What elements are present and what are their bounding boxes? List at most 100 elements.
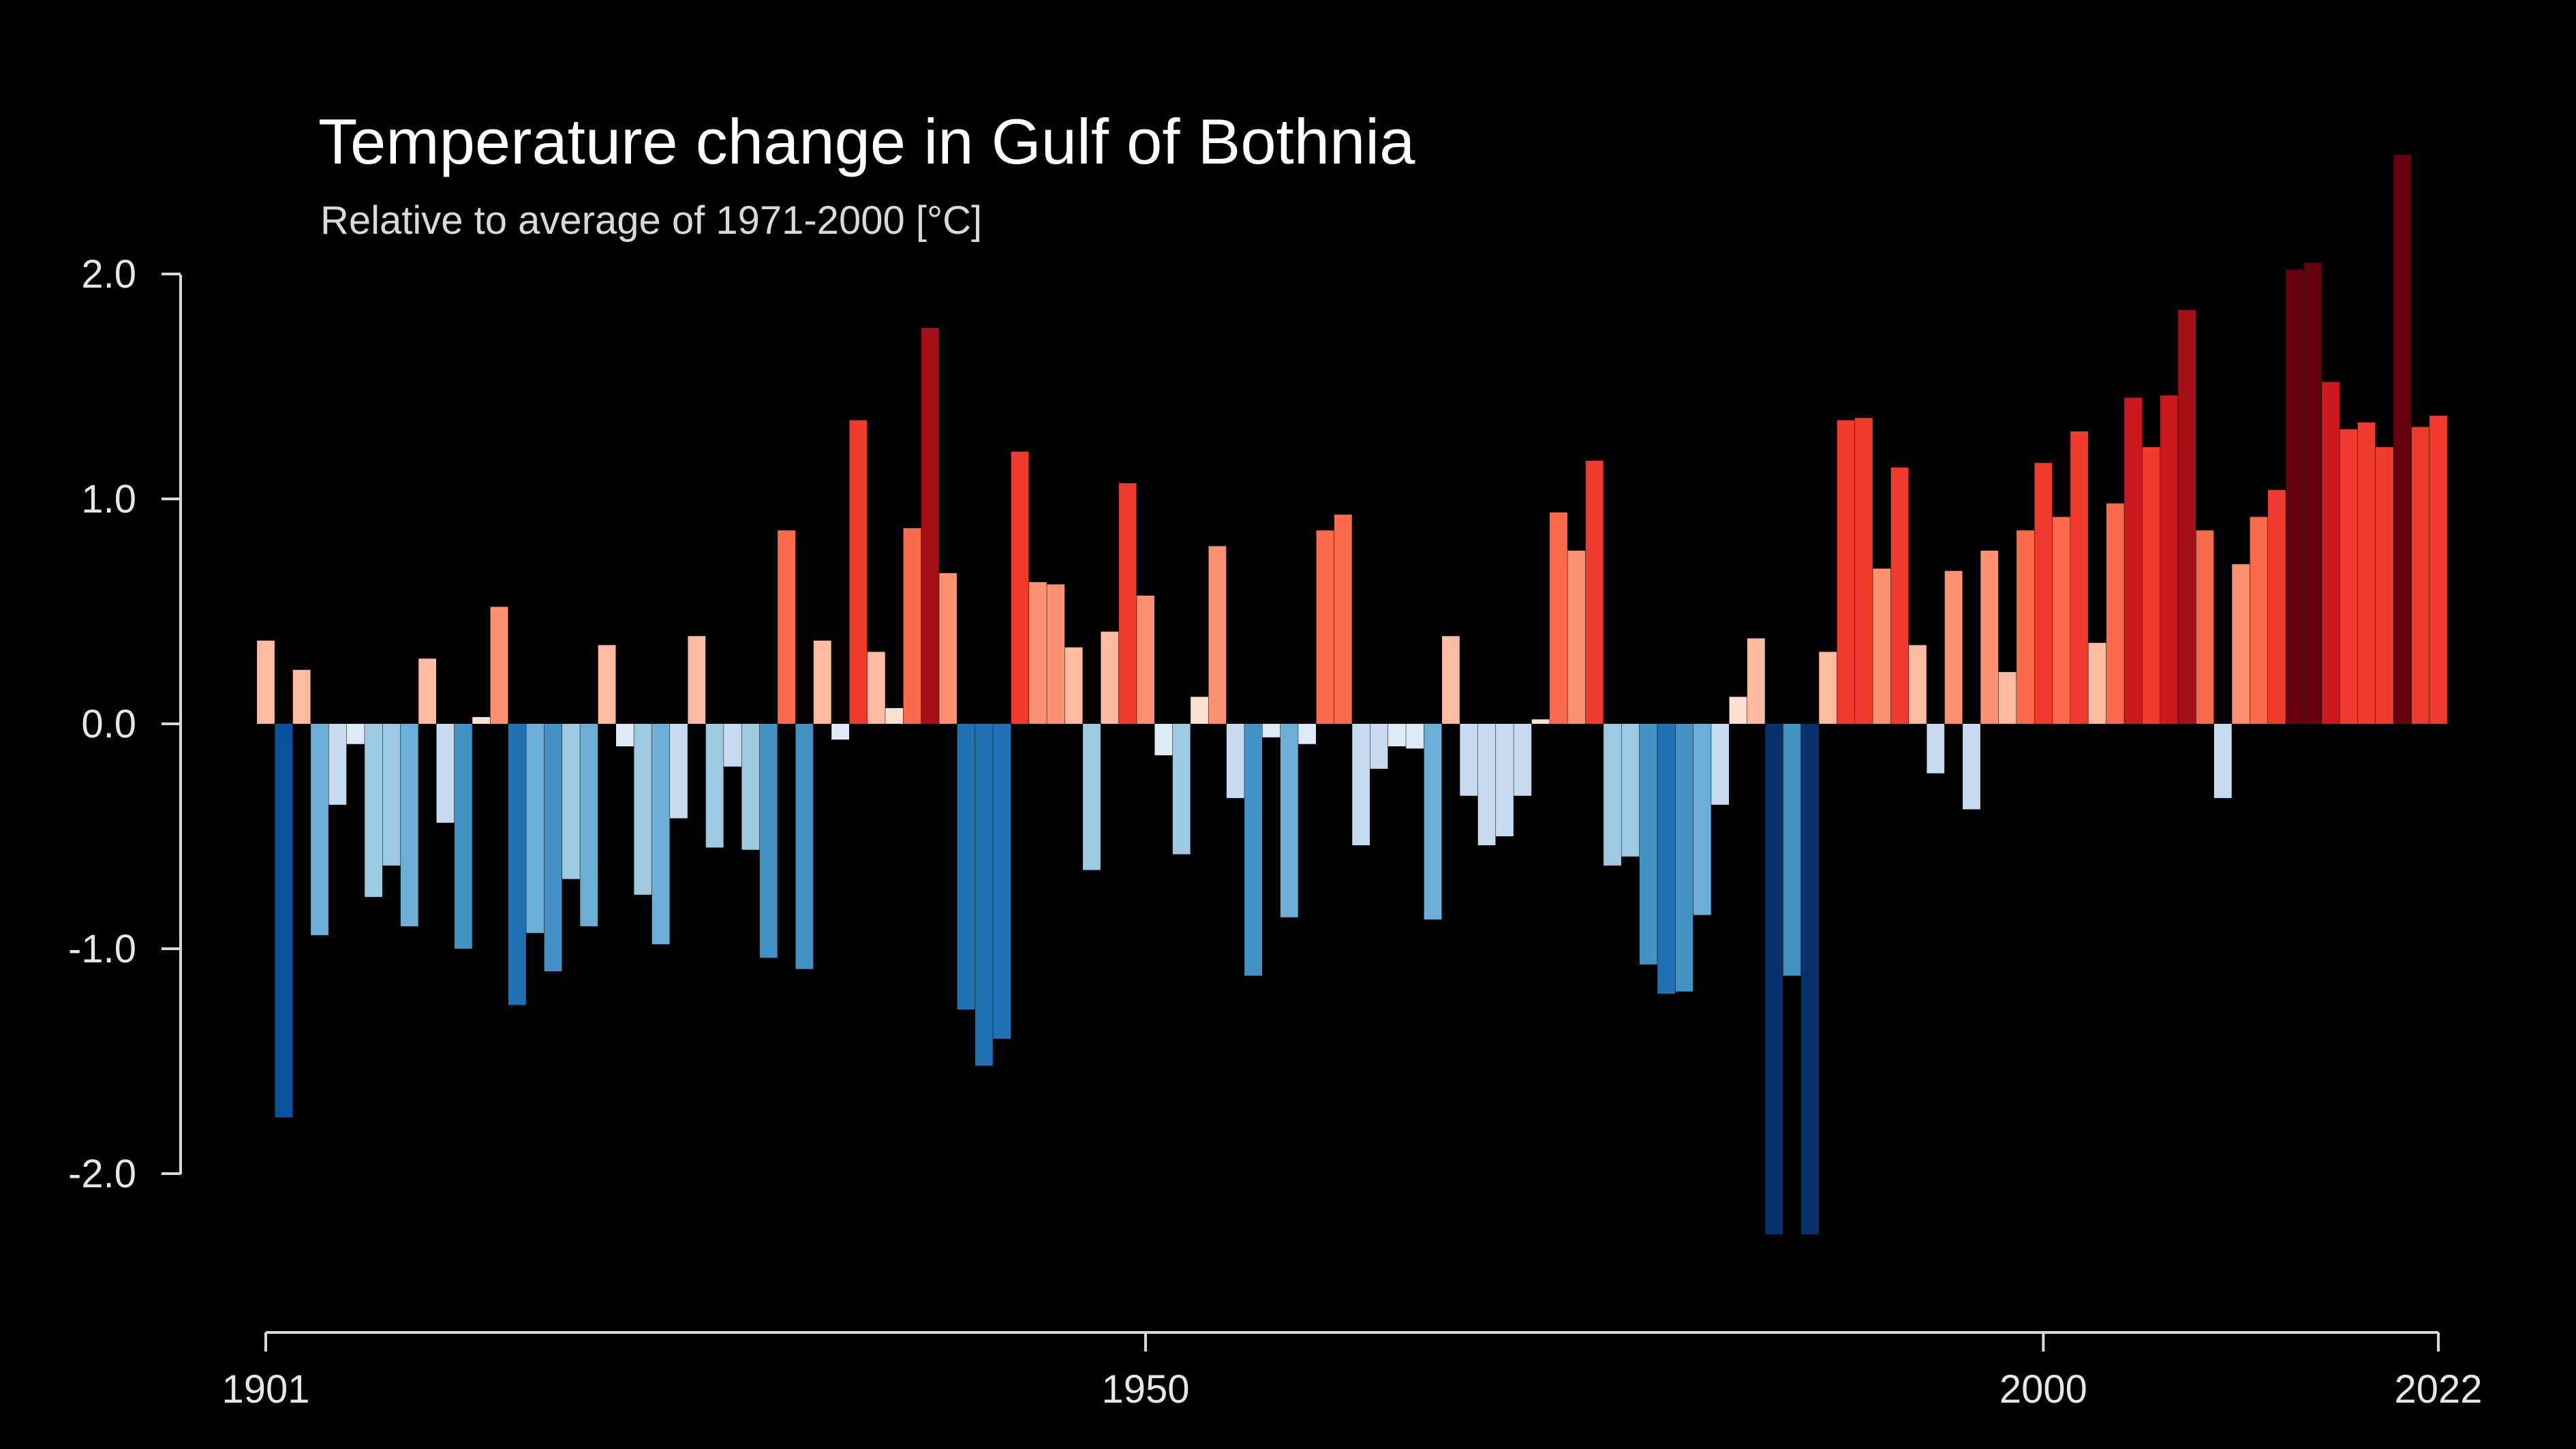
bar-1981	[1693, 724, 1711, 915]
bar-1954	[1208, 546, 1227, 724]
y-tick-label: -2.0	[68, 1152, 136, 1196]
y-tick-label: 0.0	[81, 702, 136, 746]
bar-1980	[1675, 724, 1693, 992]
bar-1919	[580, 724, 598, 926]
bar-1930	[778, 530, 795, 724]
bar-1960	[1316, 530, 1334, 724]
bar-2005	[2124, 397, 2143, 724]
bar-2014	[2286, 269, 2304, 724]
bar-1920	[598, 645, 616, 724]
y-tick-label: 2.0	[81, 252, 136, 296]
bar-1947	[1083, 724, 1101, 870]
bar-1994	[1927, 724, 1945, 774]
bar-1907	[365, 724, 382, 898]
bar-1908	[382, 724, 401, 866]
bar-1998	[1998, 672, 2017, 724]
bar-1932	[813, 640, 831, 724]
x-tick-label: 2022	[2394, 1367, 2482, 1412]
bar-1996	[1963, 724, 1980, 810]
bar-1923	[651, 724, 670, 945]
bar-1959	[1298, 724, 1317, 744]
bar-2013	[2267, 489, 2286, 724]
bar-1997	[1980, 550, 1999, 724]
bar-1943	[1011, 451, 1029, 724]
bar-1925	[688, 636, 706, 724]
bar-2022	[2429, 415, 2447, 724]
bar-1914	[490, 607, 508, 724]
bar-1995	[1944, 570, 1963, 724]
bar-1934	[849, 420, 868, 724]
bar-1993	[1909, 645, 1927, 724]
bar-1952	[1172, 724, 1191, 855]
bar-1927	[724, 724, 741, 767]
bar-1915	[508, 724, 526, 1005]
bar-2008	[2178, 309, 2196, 724]
bar-1976	[1604, 724, 1621, 866]
bar-1984	[1747, 638, 1765, 724]
bar-1944	[1029, 582, 1047, 724]
bar-1969	[1477, 724, 1496, 846]
bar-1946	[1064, 647, 1083, 724]
bar-2021	[2411, 427, 2429, 724]
bar-1987	[1800, 724, 1819, 1235]
x-tick-label: 2000	[1999, 1367, 2087, 1412]
bar-1941	[975, 724, 993, 1066]
bar-1966	[1424, 724, 1442, 920]
bar-1986	[1783, 724, 1801, 976]
x-tick-label: 1950	[1101, 1367, 1189, 1412]
bar-1950	[1137, 595, 1154, 724]
bar-1973	[1550, 512, 1567, 724]
bar-1913	[472, 717, 491, 724]
bar-1979	[1657, 724, 1675, 994]
bar-1904	[311, 724, 328, 936]
bar-1977	[1621, 724, 1640, 857]
bar-2002	[2070, 431, 2088, 724]
bar-2018	[2357, 422, 2376, 724]
bar-2019	[2376, 447, 2393, 724]
bar-1938	[921, 328, 939, 724]
bar-1972	[1531, 719, 1550, 724]
bar-2000	[2034, 463, 2053, 724]
bar-1985	[1765, 724, 1783, 1235]
bar-1999	[2017, 530, 2034, 724]
bar-1911	[436, 724, 455, 823]
chart-title: Temperature change in Gulf of Bothnia	[318, 106, 1415, 177]
bar-2020	[2393, 155, 2412, 724]
bar-1935	[867, 652, 885, 724]
bar-1937	[903, 528, 921, 724]
bar-2009	[2196, 530, 2214, 724]
bar-2001	[2052, 517, 2070, 724]
bar-2007	[2160, 395, 2178, 724]
bar-1990	[1854, 418, 1873, 724]
bar-2012	[2250, 517, 2268, 724]
x-axis: 1901 1950 2000 2022	[221, 1331, 2483, 1412]
bar-1974	[1567, 550, 1586, 724]
bar-2003	[2088, 643, 2106, 724]
bar-1916	[526, 724, 545, 933]
bar-2016	[2322, 382, 2340, 724]
bar-1971	[1514, 724, 1532, 796]
bar-2004	[2106, 503, 2124, 724]
bar-1917	[544, 724, 562, 971]
bar-1956	[1244, 724, 1262, 976]
bar-1955	[1226, 724, 1244, 798]
y-tick-label: 1.0	[81, 477, 136, 521]
bar-1975	[1585, 460, 1604, 724]
bar-1951	[1154, 724, 1173, 756]
bar-1933	[831, 724, 850, 740]
bar-1939	[939, 573, 957, 724]
bar-1906	[346, 724, 365, 744]
bar-1965	[1406, 724, 1424, 749]
bar-1910	[418, 658, 437, 724]
bar-1918	[562, 724, 580, 879]
bar-2015	[2303, 262, 2322, 724]
bar-1963	[1370, 724, 1388, 769]
bar-1924	[670, 724, 688, 819]
bar-1901	[257, 640, 275, 724]
bar-1905	[328, 724, 347, 805]
bar-1983	[1729, 697, 1747, 724]
bar-2017	[2340, 429, 2358, 724]
bar-1949	[1118, 483, 1137, 724]
